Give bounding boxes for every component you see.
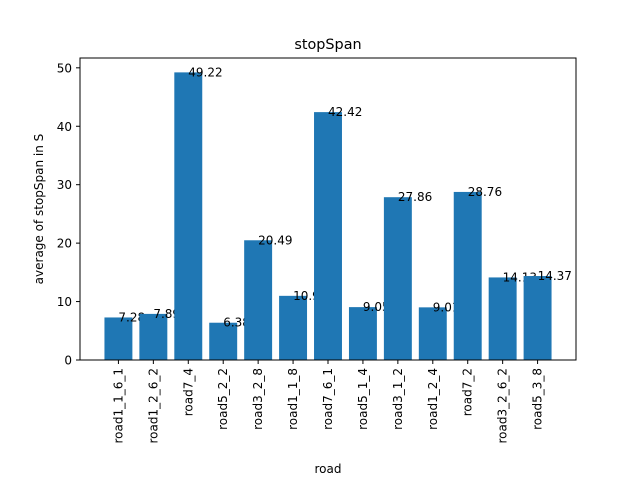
data-label-road1_2_4: 9.01 — [433, 300, 460, 314]
x-tick-label: road5_3_8 — [531, 368, 545, 430]
x-tick-label: road5_2_2 — [216, 368, 230, 430]
bar-road3_2_8 — [244, 240, 273, 360]
y-tick-label: 10 — [57, 295, 72, 309]
x-axis: road1_1_6_1 road1_2_6_2 road7_4 road5_2_2 ro… — [111, 360, 545, 444]
data-label-road5_2_2: 6.38 — [223, 316, 250, 330]
x-tick-label: road5_1_4 — [356, 368, 370, 430]
x-tick-label: road7_2 — [461, 368, 475, 416]
bar-road5_2_2 — [209, 322, 238, 360]
bar-road1_2_6_2 — [139, 313, 168, 360]
y-tick-label: 20 — [57, 237, 72, 251]
bar-road7_2 — [453, 191, 482, 360]
y-tick-label: 30 — [57, 178, 72, 192]
bar-road1_2_4 — [418, 307, 447, 360]
x-tick-label: road1_2_4 — [426, 368, 440, 430]
y-tick-label: 50 — [57, 61, 72, 75]
x-axis-title: road — [315, 462, 342, 476]
data-label-road5_1_4: 9.05 — [363, 300, 390, 314]
bar-road7_4 — [174, 72, 203, 360]
data-label-road3_2_8: 20.49 — [258, 233, 292, 247]
y-tick-label: 40 — [57, 120, 72, 134]
x-tick-label: road3_2_8 — [251, 368, 265, 430]
x-tick-label: road7_6_1 — [321, 368, 335, 430]
data-label-road1_2_6_2: 7.89 — [153, 307, 180, 321]
plot-area: 7.28 7.8949.226.3820.4910.9842.429.0527.8… — [104, 65, 572, 361]
x-tick-label: road7_4 — [181, 368, 195, 416]
bar-road5_1_4 — [348, 307, 377, 360]
data-label-road5_3_8: 14.37 — [538, 269, 572, 283]
bar-road3_2_6_2 — [488, 277, 517, 360]
y-axis: 0 10 20 30 40 50 — [57, 61, 80, 368]
x-tick-label: road1_1_8 — [286, 368, 300, 430]
x-tick-label: road1_1_6_1 — [111, 368, 125, 444]
bar-road1_1_6_1 — [104, 317, 133, 360]
data-label-road7_4: 49.22 — [188, 65, 222, 79]
bar-road3_1_2 — [383, 197, 412, 360]
x-tick-label: road3_1_2 — [391, 368, 405, 430]
x-tick-label: road1_2_6_2 — [146, 368, 160, 444]
data-label-road7_2: 28.76 — [468, 185, 502, 199]
bar-road5_3_8 — [523, 276, 552, 360]
bar-road1_1_8 — [279, 295, 308, 360]
chart-title: stopSpan — [294, 37, 361, 53]
y-axis-title: average of stopSpan in S — [32, 134, 46, 285]
data-label-road7_6_1: 42.42 — [328, 105, 362, 119]
data-label-road1_1_6_1: 7.28 — [118, 310, 145, 324]
bar-road7_6_1 — [314, 112, 342, 361]
y-tick-label: 0 — [64, 354, 72, 368]
data-label-road3_1_2: 27.86 — [398, 190, 432, 204]
x-tick-label: road3_2_6_2 — [496, 368, 510, 444]
